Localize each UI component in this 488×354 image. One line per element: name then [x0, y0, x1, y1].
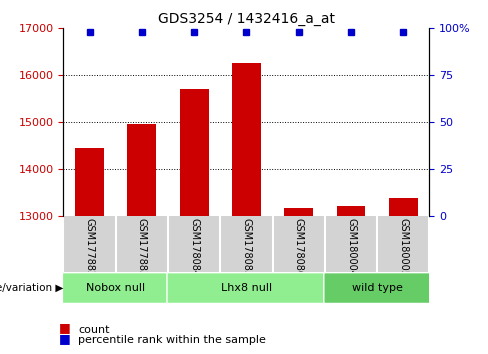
- Text: ■: ■: [59, 321, 70, 335]
- Text: genotype/variation ▶: genotype/variation ▶: [0, 283, 63, 293]
- Bar: [75, 148, 104, 216]
- Text: GSM180005: GSM180005: [398, 218, 408, 277]
- Text: Lhx8 null: Lhx8 null: [221, 283, 272, 293]
- Bar: [389, 198, 418, 216]
- Text: ■: ■: [59, 332, 70, 345]
- Bar: [180, 89, 208, 216]
- Text: GSM178085: GSM178085: [242, 218, 251, 278]
- Text: Nobox null: Nobox null: [86, 283, 145, 293]
- Bar: [285, 209, 313, 216]
- FancyBboxPatch shape: [62, 273, 169, 303]
- Bar: [337, 206, 366, 216]
- Bar: [127, 124, 156, 216]
- Text: GSM178084: GSM178084: [189, 218, 199, 277]
- Text: percentile rank within the sample: percentile rank within the sample: [78, 335, 266, 345]
- Text: GSM180004: GSM180004: [346, 218, 356, 277]
- FancyBboxPatch shape: [167, 273, 326, 303]
- Text: wild type: wild type: [352, 283, 403, 293]
- Text: GSM178086: GSM178086: [294, 218, 304, 277]
- Text: GSM177883: GSM177883: [137, 218, 147, 278]
- Text: count: count: [78, 325, 110, 335]
- Bar: [232, 63, 261, 216]
- Title: GDS3254 / 1432416_a_at: GDS3254 / 1432416_a_at: [158, 12, 335, 26]
- FancyBboxPatch shape: [324, 273, 430, 303]
- Text: GSM177882: GSM177882: [84, 218, 95, 278]
